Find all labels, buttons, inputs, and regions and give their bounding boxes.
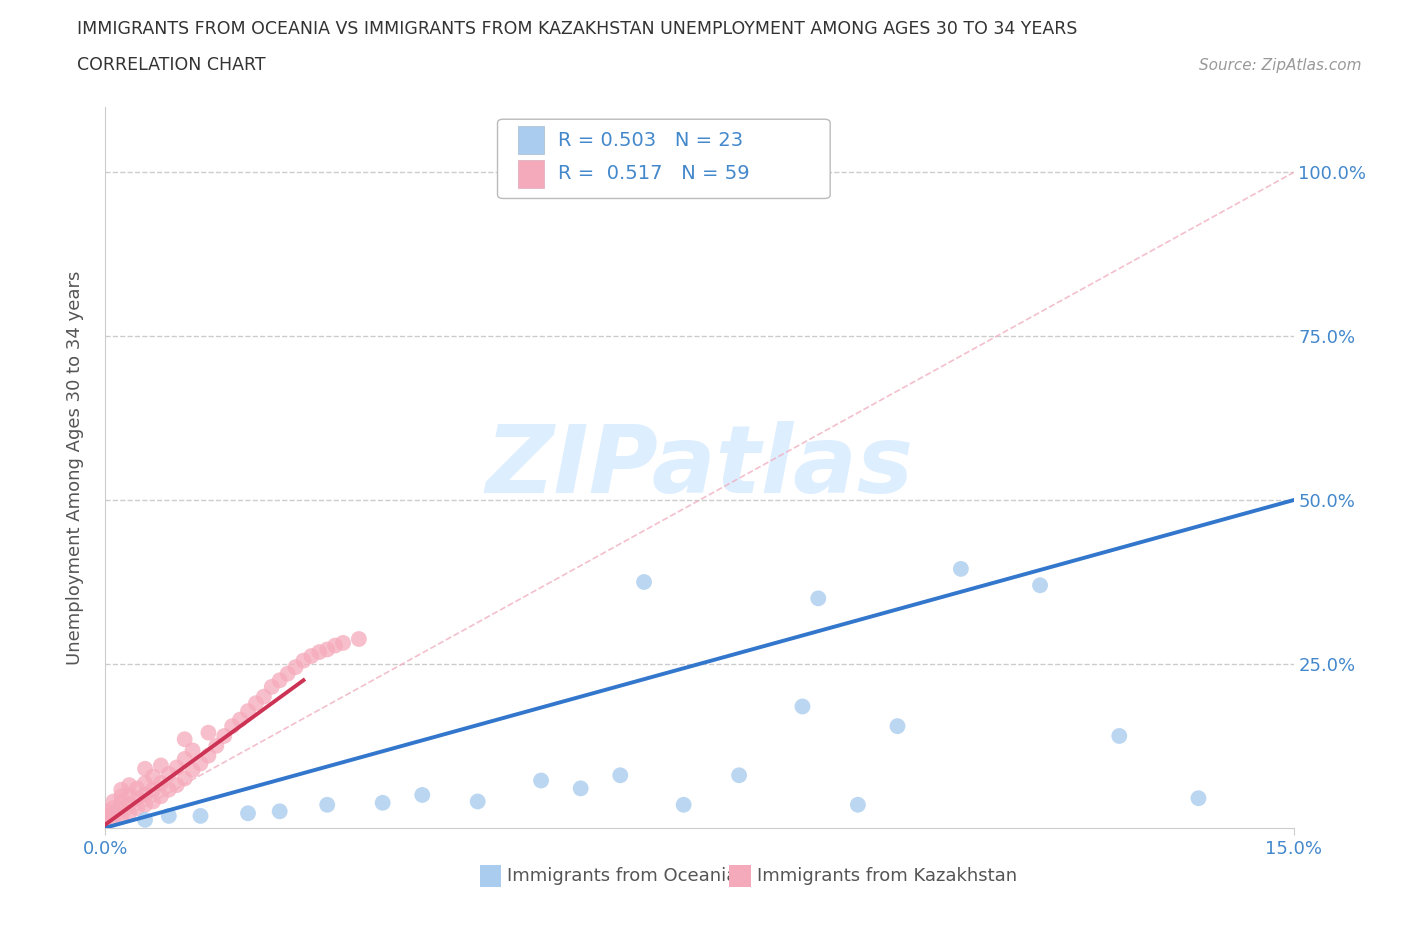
Point (316, 642, 339, 657)
Y-axis label: Unemployment Among Ages 30 to 34 years: Unemployment Among Ages 30 to 34 years (66, 270, 84, 665)
Point (118, 788, 141, 803)
Point (166, 760, 188, 775)
Point (173, 732, 195, 747)
Point (134, 797, 156, 812)
Point (411, 788, 433, 803)
Point (949, 562, 972, 577)
Point (197, 725, 219, 740)
Text: ZIPatlas: ZIPatlas (485, 421, 914, 513)
Point (792, 699, 814, 714)
Text: IMMIGRANTS FROM OCEANIA VS IMMIGRANTS FROM KAZAKHSTAN UNEMPLOYMENT AMONG AGES 30: IMMIGRANTS FROM OCEANIA VS IMMIGRANTS FR… (77, 20, 1078, 38)
Point (229, 712, 252, 727)
Point (277, 666, 299, 681)
Point (127, 790, 149, 805)
Point (190, 756, 212, 771)
Point (134, 776, 156, 790)
Point (846, 797, 869, 812)
Point (173, 771, 195, 786)
Point (236, 704, 259, 719)
Point (134, 762, 156, 777)
Point (371, 795, 394, 810)
Point (308, 644, 330, 659)
Point (118, 805, 141, 821)
Point (1187, 790, 1209, 805)
Point (142, 769, 165, 784)
Point (633, 575, 655, 590)
Point (323, 638, 346, 653)
Point (236, 805, 259, 821)
Point (103, 810, 125, 825)
Point (181, 743, 204, 758)
Point (569, 781, 592, 796)
Point (197, 748, 219, 763)
Point (316, 797, 339, 812)
Point (110, 802, 132, 817)
FancyBboxPatch shape (479, 865, 501, 887)
Point (103, 801, 125, 816)
Point (886, 719, 908, 734)
Point (260, 680, 283, 695)
Point (157, 766, 180, 781)
Point (214, 728, 236, 743)
FancyBboxPatch shape (517, 126, 544, 153)
Point (181, 763, 204, 777)
Text: R = 0.503   N = 23: R = 0.503 N = 23 (558, 130, 744, 150)
Point (672, 797, 695, 812)
Text: R =  0.517   N = 59: R = 0.517 N = 59 (558, 165, 749, 183)
Point (807, 591, 830, 605)
Point (110, 789, 132, 804)
Point (221, 719, 243, 734)
Point (110, 808, 132, 823)
Point (292, 653, 315, 668)
Point (149, 758, 172, 773)
Point (245, 696, 267, 711)
Point (127, 781, 149, 796)
Point (347, 631, 370, 646)
Point (205, 738, 228, 753)
Point (1108, 728, 1130, 743)
Point (94, 813, 117, 828)
Point (157, 782, 180, 797)
Point (190, 808, 212, 823)
Point (530, 773, 553, 788)
Point (284, 659, 307, 674)
Point (134, 788, 156, 803)
Point (269, 804, 291, 818)
Point (134, 813, 156, 828)
Point (103, 794, 125, 809)
Point (149, 776, 172, 790)
Point (1029, 578, 1052, 592)
Point (173, 751, 195, 766)
Point (728, 768, 751, 783)
Text: Source: ZipAtlas.com: Source: ZipAtlas.com (1198, 58, 1361, 73)
Point (149, 789, 172, 804)
Point (332, 635, 354, 650)
FancyBboxPatch shape (730, 865, 751, 887)
Point (110, 795, 132, 810)
Point (166, 777, 188, 792)
Point (253, 689, 276, 704)
Point (110, 782, 132, 797)
Text: Immigrants from Oceania: Immigrants from Oceania (508, 867, 737, 885)
Text: CORRELATION CHART: CORRELATION CHART (77, 56, 266, 73)
Point (269, 672, 291, 687)
Point (609, 768, 631, 783)
Point (94, 804, 117, 818)
FancyBboxPatch shape (498, 119, 830, 198)
Point (94, 808, 117, 823)
Point (118, 797, 141, 812)
Point (157, 808, 180, 823)
FancyBboxPatch shape (517, 160, 544, 188)
Text: Immigrants from Kazakhstan: Immigrants from Kazakhstan (756, 867, 1017, 885)
Point (299, 648, 322, 663)
Point (127, 801, 149, 816)
Point (142, 794, 165, 809)
Point (142, 782, 165, 797)
Point (467, 794, 489, 809)
Point (118, 777, 141, 792)
Point (103, 805, 125, 821)
